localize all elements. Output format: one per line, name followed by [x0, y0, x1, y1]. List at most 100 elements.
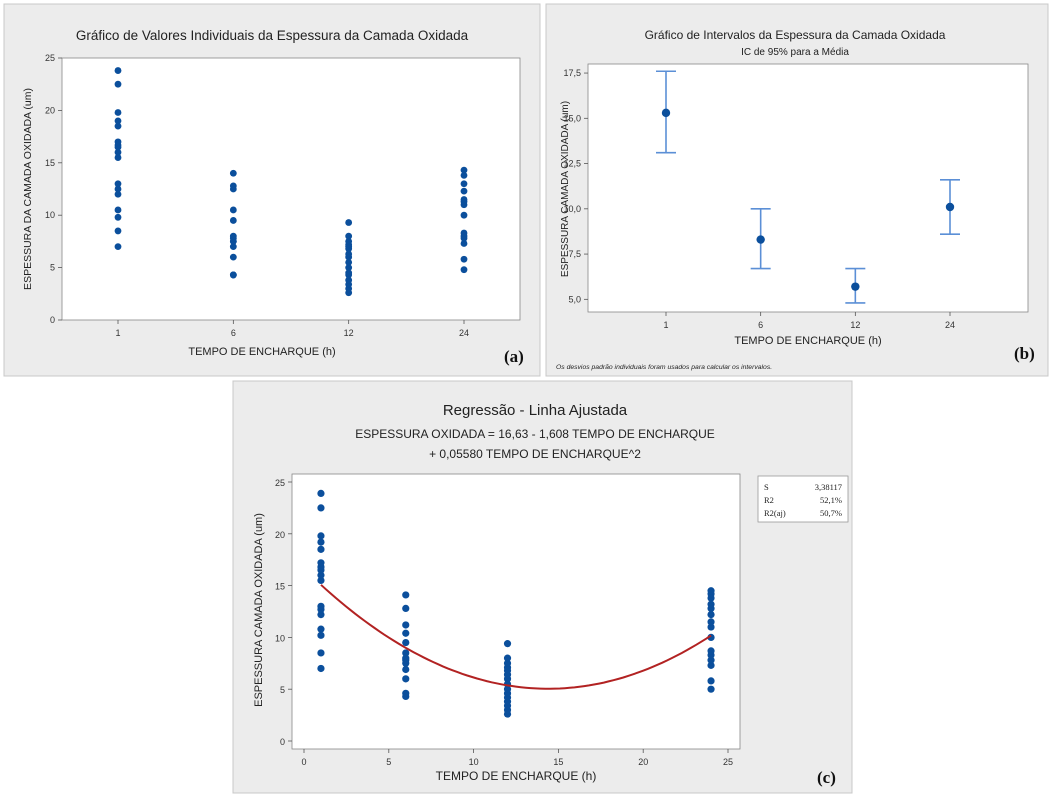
y-tick-label: 25 [275, 478, 285, 488]
data-point [317, 532, 325, 540]
y-tick-label: 15 [45, 158, 55, 168]
data-point [345, 276, 353, 284]
stats-value-r2: 52,1% [820, 495, 842, 505]
data-point [114, 185, 122, 193]
panel-b-title: Gráfico de Intervalos da Espessura da Ca… [645, 28, 946, 42]
x-tick-label: 5 [386, 757, 391, 767]
data-point [229, 271, 237, 279]
panel-c-equation-line1: ESPESSURA OXIDADA = 16,63 - 1,608 TEMPO … [355, 427, 715, 441]
y-tick-label: 10,0 [563, 204, 581, 214]
data-point [345, 219, 353, 226]
data-point [345, 258, 353, 266]
panel-a-y-axis-label: ESPESSURA DA CAMADA OXIDADA (um) [22, 88, 34, 290]
y-tick-label: 15,0 [563, 113, 581, 123]
y-tick-label: 10 [45, 210, 55, 220]
data-point [345, 264, 353, 271]
data-point [114, 138, 122, 146]
panel-c-regression: Regressão - Linha Ajustada ESPESSURA OXI… [232, 380, 853, 794]
data-point [317, 602, 325, 610]
data-point [114, 206, 122, 214]
y-tick-label: 20 [45, 105, 55, 115]
panel-c-equation-line2: + 0,05580 TEMPO DE ENCHARQUE^2 [429, 447, 641, 461]
data-point [460, 180, 468, 188]
mean-point [945, 202, 955, 212]
data-point [114, 117, 122, 125]
x-tick-label: 25 [723, 757, 733, 767]
panel-b-y-axis-label: ESPESSURA CAMADA OXIDADA (um) [560, 101, 571, 277]
data-point [707, 656, 715, 664]
stats-label-r2: R2 [764, 495, 774, 505]
x-tick-label: 24 [459, 328, 469, 338]
panel-c-x-axis-label: TEMPO DE ENCHARQUE (h) [436, 769, 597, 783]
data-point [317, 649, 325, 657]
data-point [460, 166, 468, 174]
data-point [317, 545, 325, 553]
data-point [460, 187, 468, 195]
x-tick-label: 1 [115, 328, 120, 338]
y-tick-label: 20 [275, 530, 285, 540]
x-tick-label: 12 [344, 328, 354, 338]
data-point [317, 576, 325, 585]
data-point [707, 600, 715, 608]
data-point [503, 640, 512, 648]
fitted-regression-line [320, 584, 712, 690]
y-tick-label: 5 [50, 263, 55, 273]
stats-value-r2-adj: 50,7% [820, 508, 842, 518]
y-tick-label: 0 [280, 737, 285, 747]
panel-c-stats-box: S 3,38117 R2 52,1% R2(aj) 50,7% [757, 475, 849, 523]
panel-c-label: (c) [817, 768, 836, 787]
data-point [402, 665, 410, 674]
data-point [229, 217, 237, 224]
panel-c-marks: 0 5 10 15 20 25 0 5 10 15 20 25 [275, 478, 733, 767]
data-point [707, 623, 715, 631]
x-tick-label: 6 [758, 320, 763, 330]
data-point [345, 232, 353, 240]
data-point [460, 229, 468, 237]
data-point [229, 182, 237, 190]
data-point [707, 661, 715, 669]
data-point [402, 629, 410, 637]
panel-a-x-axis-label: TEMPO DE ENCHARQUE (h) [188, 346, 335, 358]
mean-point [661, 108, 671, 118]
data-point [317, 538, 325, 546]
data-point [402, 649, 410, 657]
data-point [460, 240, 468, 247]
x-tick-label: 12 [850, 320, 860, 330]
panel-b-marks: 5,0 7,5 10,0 12,5 15,0 17,5 1 6 12 24 [563, 68, 960, 330]
data-point [707, 618, 715, 626]
y-tick-label: 7,5 [568, 249, 581, 259]
x-tick-label: 6 [231, 328, 236, 338]
data-point [114, 109, 122, 116]
data-point [460, 196, 468, 203]
data-point [317, 571, 325, 579]
y-tick-label: 25 [45, 53, 55, 63]
data-point [707, 611, 715, 619]
data-point [114, 180, 122, 188]
data-point [317, 631, 325, 639]
y-tick-label: 12,5 [563, 159, 581, 169]
data-point [114, 213, 122, 221]
panel-b-x-axis-label: TEMPO DE ENCHARQUE (h) [734, 335, 881, 347]
panel-b-subtitle: IC de 95% para a Média [741, 47, 849, 58]
data-point [345, 269, 353, 277]
panel-a-individual-values: Gráfico de Valores Individuais da Espess… [3, 3, 541, 377]
data-point [460, 211, 468, 219]
data-point [707, 685, 715, 693]
data-point [114, 148, 122, 156]
x-tick-label: 1 [663, 320, 668, 330]
data-point [707, 587, 715, 595]
data-point [114, 154, 122, 161]
data-point [317, 489, 325, 497]
data-point [317, 664, 325, 673]
panel-b-label: (b) [1014, 344, 1035, 363]
data-point [114, 80, 122, 88]
mean-point [851, 282, 860, 291]
panel-a-title: Gráfico de Valores Individuais da Espess… [76, 28, 469, 43]
data-point [460, 171, 468, 179]
data-point [345, 238, 353, 245]
data-point [402, 689, 410, 697]
x-tick-label: 24 [945, 320, 955, 330]
data-point [114, 243, 122, 251]
data-point [114, 122, 122, 130]
